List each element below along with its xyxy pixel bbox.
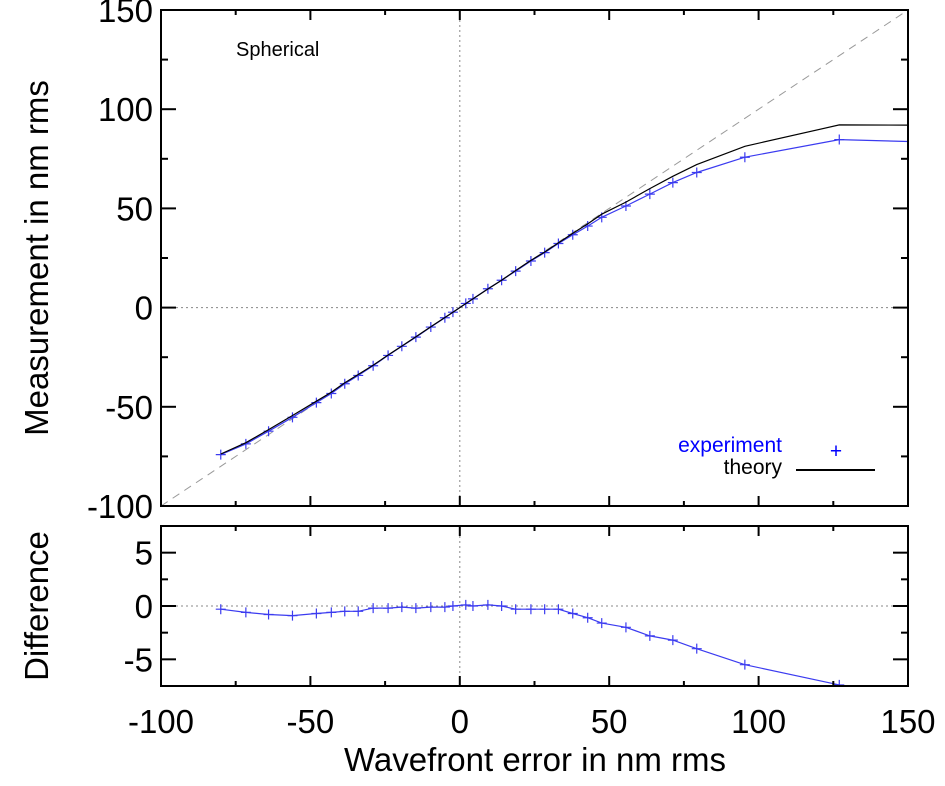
bottom-y-axis-title: Difference [18, 531, 55, 681]
plus-marker-icon [539, 604, 550, 615]
y-tick-label: 0 [135, 588, 153, 625]
plus-marker-icon [396, 602, 407, 613]
top-y-tick-labels: -100 -50 0 50 100 150 [87, 0, 153, 525]
plus-marker-icon [739, 659, 750, 670]
y-tick-label: 50 [116, 190, 153, 227]
plus-marker-icon [339, 606, 350, 617]
y-tick-label: 100 [98, 91, 153, 128]
plus-marker-icon [263, 609, 274, 620]
plus-marker-icon [240, 607, 251, 618]
plus-marker-icon [510, 604, 521, 615]
plus-marker-icon [326, 388, 337, 399]
experiment-line [220, 138, 908, 456]
plus-marker-icon [383, 603, 394, 614]
y-tick-label: 150 [98, 0, 153, 29]
legend-experiment-plus-icon: + [830, 440, 842, 463]
plus-marker-icon [553, 604, 564, 615]
plus-marker-icon [447, 601, 458, 611]
plus-marker-icon [525, 604, 536, 615]
plus-marker-icon [644, 189, 655, 200]
plus-marker-icon [667, 635, 678, 646]
x-axis-title: Wavefront error in nm rms [344, 741, 726, 778]
x-tick-label: 100 [731, 703, 786, 740]
bottom-reference-lines [161, 526, 908, 686]
plus-marker-icon [596, 618, 607, 629]
y-tick-label: -100 [87, 488, 153, 525]
plus-marker-icon [326, 607, 337, 618]
plus-marker-icon [482, 599, 493, 610]
top-y-axis-title: Measurement in nm rms [18, 80, 55, 436]
plus-marker-icon [460, 599, 471, 610]
x-tick-label: 150 [880, 703, 935, 740]
plus-marker-icon [353, 606, 364, 617]
x-tick-labels: -100 -50 0 50 100 150 [128, 703, 936, 740]
x-tick-label: 50 [591, 703, 628, 740]
bottom-series [215, 599, 845, 686]
plus-marker-icon [691, 643, 702, 654]
y-tick-label: -50 [105, 389, 153, 426]
plus-marker-icon [667, 177, 678, 188]
plus-marker-icon [567, 608, 578, 619]
plus-marker-icon [425, 602, 436, 613]
plus-marker-icon [339, 378, 350, 389]
plus-marker-icon [311, 608, 322, 619]
plus-marker-icon [834, 679, 845, 686]
plus-marker-icon [834, 134, 845, 145]
y-tick-label: 0 [135, 290, 153, 327]
plus-marker-icon [582, 612, 593, 623]
x-tick-label: -100 [128, 703, 194, 740]
theory-line [220, 124, 908, 455]
plus-marker-icon [496, 601, 507, 611]
y-tick-label: -5 [124, 641, 153, 678]
bottom-panel: -505 -100 -50 0 50 100 150 Difference Wavefro… [18, 525, 936, 778]
top-series [215, 124, 908, 460]
top-panel: -100 -50 0 50 100 150 Spherical Measurement i… [18, 0, 909, 525]
bottom-plot-frame [160, 525, 909, 687]
bottom-ticks [161, 526, 908, 686]
x-tick-label: -50 [287, 703, 335, 740]
legend: experiment + theory [678, 434, 875, 479]
plus-marker-icon [467, 601, 478, 611]
plus-marker-icon [353, 370, 364, 381]
top-ticks [161, 10, 908, 506]
plus-marker-icon [439, 602, 450, 613]
annotation-spherical: Spherical [236, 39, 319, 61]
plus-marker-icon [567, 229, 578, 240]
plus-marker-icon [215, 604, 226, 615]
legend-experiment-label: experiment [678, 434, 782, 457]
bottom-y-tick-labels: -5 0 5 [124, 535, 153, 679]
x-tick-label: 0 [451, 703, 469, 740]
legend-theory-label: theory [724, 456, 783, 479]
plus-marker-icon [287, 610, 298, 621]
plus-marker-icon [739, 152, 750, 163]
plus-marker-icon [691, 167, 702, 178]
plus-marker-icon [620, 622, 631, 633]
plus-marker-icon [215, 449, 226, 460]
plus-marker-icon [644, 630, 655, 641]
plus-marker-icon [368, 603, 379, 614]
difference-line [220, 604, 840, 686]
plus-marker-icon [410, 603, 421, 614]
y-tick-label: 5 [135, 535, 153, 572]
